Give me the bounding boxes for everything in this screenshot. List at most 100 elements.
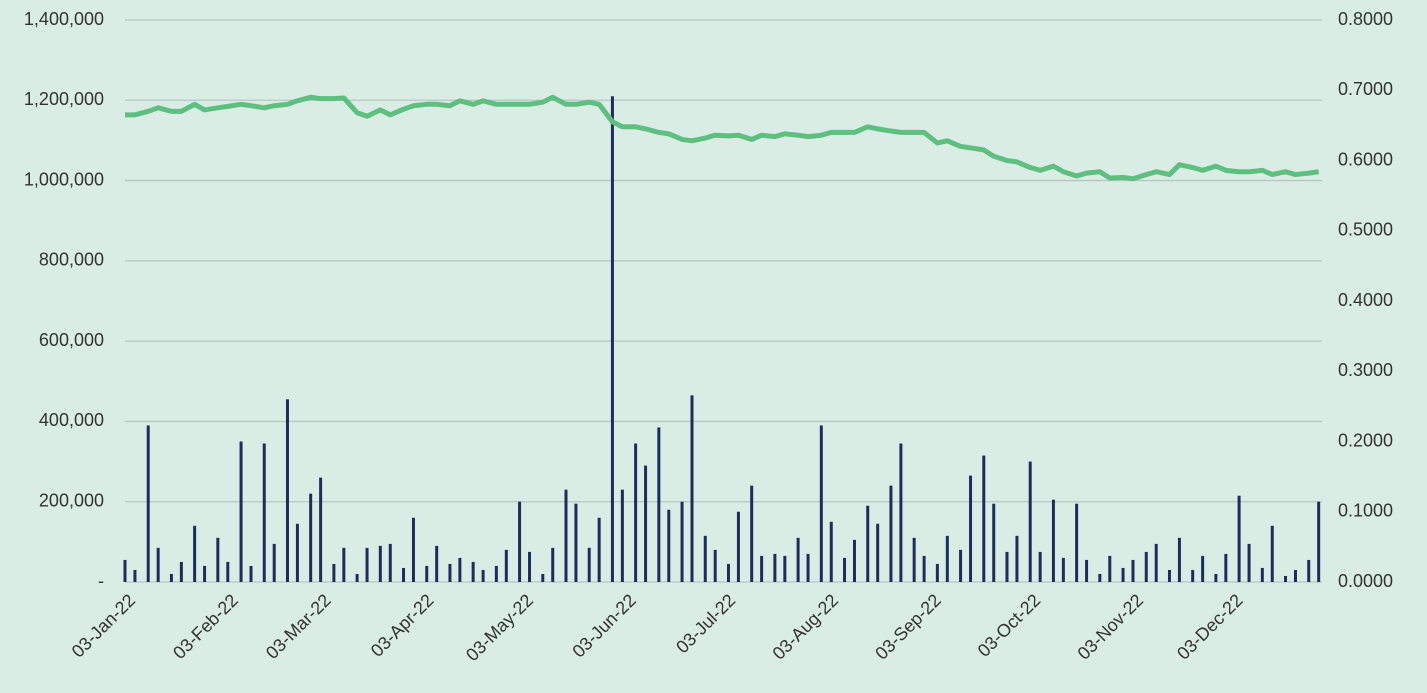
bar (796, 537, 800, 582)
bar (959, 549, 963, 582)
bar (365, 547, 369, 582)
y-tick-label: 200,000 (39, 490, 104, 510)
bar (935, 563, 939, 582)
bar (226, 561, 230, 582)
bar (1075, 503, 1079, 582)
bar (750, 485, 754, 582)
bar (193, 525, 197, 582)
bar (866, 505, 870, 582)
bar (680, 501, 684, 582)
bar (783, 555, 787, 582)
bar (435, 545, 439, 582)
bar (425, 565, 429, 582)
bar (703, 535, 707, 582)
y-tick-label: - (98, 571, 104, 591)
bar (690, 395, 694, 582)
price-line (125, 94, 1320, 182)
bar (528, 551, 532, 582)
bar (146, 425, 150, 582)
bar (471, 561, 475, 582)
bar (1307, 559, 1311, 582)
y-tick-label: 1,000,000 (24, 169, 104, 189)
bar (1108, 555, 1112, 582)
bar (1224, 553, 1228, 582)
bar (494, 565, 498, 582)
bar (657, 427, 661, 582)
bar (1214, 573, 1218, 582)
y2-tick-label: 0.3000 (1338, 360, 1393, 380)
bar (1191, 569, 1195, 582)
y-tick-label: 1,200,000 (24, 89, 104, 109)
bar (295, 523, 299, 582)
bar (760, 555, 764, 582)
bar (922, 555, 926, 582)
bar (272, 543, 276, 582)
bar (332, 563, 336, 582)
x-tick-label: 03-May-22 (462, 590, 537, 665)
y2-tick-label: 0.0000 (1338, 571, 1393, 591)
x-tick-label: 03-Dec-22 (1173, 590, 1247, 664)
y2-tick-label: 0.8000 (1338, 9, 1393, 29)
bar (123, 559, 127, 582)
bar (773, 553, 777, 582)
bar (912, 537, 916, 582)
bar (133, 569, 137, 582)
x-tick-label: 03-Sep-22 (871, 590, 945, 664)
bar (1177, 537, 1181, 582)
bar (342, 547, 346, 582)
bar (388, 543, 392, 582)
bar (1131, 559, 1135, 582)
bar (1005, 551, 1009, 582)
bar (504, 549, 508, 582)
y-tick-label: 600,000 (39, 330, 104, 350)
bar (285, 399, 289, 582)
bar (843, 557, 847, 582)
bar (1085, 559, 1089, 582)
bar (319, 477, 323, 582)
bar (982, 455, 986, 582)
bar (448, 563, 452, 582)
bar (876, 523, 880, 582)
bar (899, 443, 903, 582)
bar (1098, 573, 1102, 582)
bar (1317, 501, 1321, 582)
bar (179, 561, 183, 582)
bar (620, 489, 624, 582)
bar (829, 521, 833, 582)
bar (551, 547, 555, 582)
bar (1051, 499, 1055, 582)
bar (1237, 495, 1241, 582)
bar (411, 517, 415, 582)
bar (587, 547, 591, 582)
bar (1015, 535, 1019, 582)
bar (402, 567, 406, 582)
bar (1201, 555, 1205, 582)
y2-tick-label: 0.6000 (1338, 149, 1393, 169)
bar (564, 489, 568, 582)
x-tick-label: 03-Jan-22 (68, 590, 139, 661)
bar (806, 553, 810, 582)
bar (1028, 461, 1032, 582)
bar (355, 573, 359, 582)
bar (819, 425, 823, 582)
x-tick-label: 03-Feb-22 (169, 590, 242, 663)
bar (1270, 525, 1274, 582)
y2-tick-label: 0.1000 (1338, 501, 1393, 521)
y2-tick-label: 0.2000 (1338, 430, 1393, 450)
bar (1167, 569, 1171, 582)
bar (1061, 557, 1065, 582)
bar (574, 503, 578, 582)
bar (309, 493, 313, 582)
bar (644, 465, 648, 582)
y-tick-label: 400,000 (39, 410, 104, 430)
x-tick-label: 03-Aug-22 (769, 590, 843, 664)
y-tick-label: 800,000 (39, 250, 104, 270)
y-tick-label: 1,400,000 (24, 9, 104, 29)
x-tick-label: 03-Oct-22 (974, 590, 1045, 661)
bar (1260, 567, 1264, 582)
bar (736, 511, 740, 582)
bar (458, 557, 462, 582)
bar (262, 443, 266, 582)
bar (667, 509, 671, 582)
bar (249, 565, 253, 582)
